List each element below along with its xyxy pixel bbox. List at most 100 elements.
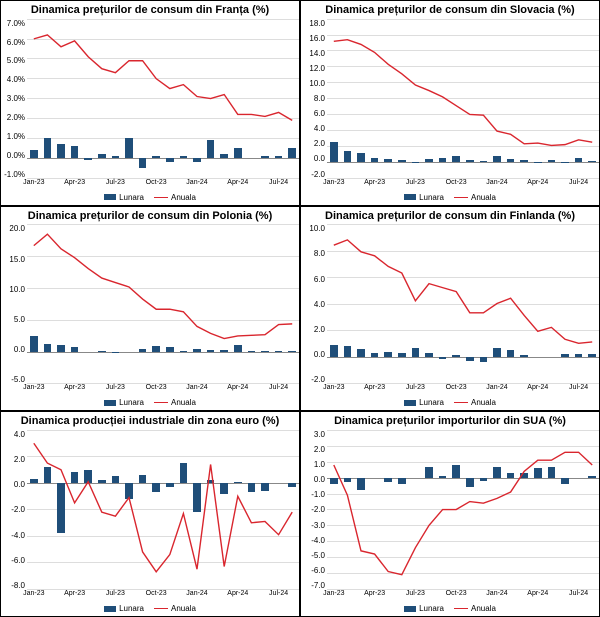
x-axis-wrap: Jan-23Apr-23Jul-23Oct-23Jan-24Apr-24Jul-… bbox=[327, 179, 599, 191]
y-tick-label: 1.0 bbox=[303, 460, 325, 469]
x-tick-label: Jan-24 bbox=[486, 179, 507, 186]
legend-swatch-line bbox=[454, 608, 468, 609]
y-axis: 10.08.06.04.02.00.0-2.0 bbox=[301, 224, 327, 384]
x-tick-label: Oct-23 bbox=[446, 384, 467, 391]
x-tick-label: Jul-24 bbox=[269, 384, 288, 391]
y-tick-label: 6.0 bbox=[303, 109, 325, 118]
x-tick-label: Jul-23 bbox=[406, 590, 425, 597]
x-tick-label: Jul-23 bbox=[106, 179, 125, 186]
y-axis: 20.015.010.05.00.0-5.0 bbox=[1, 224, 27, 384]
legend-label-line: Anuala bbox=[471, 398, 496, 407]
y-tick-label: 0.0 bbox=[3, 345, 25, 354]
y-axis: 4.02.00.0-2.0-4.0-6.0-8.0 bbox=[1, 430, 27, 590]
x-tick-label: Jan-23 bbox=[23, 384, 44, 391]
legend-swatch-bar bbox=[104, 194, 116, 200]
y-axis: 7.0%6.0%5.0%4.0%3.0%2.0%1.0%0.0%-1.0% bbox=[1, 19, 27, 179]
x-tick-label: Oct-23 bbox=[446, 179, 467, 186]
x-tick-label: Jul-23 bbox=[106, 590, 125, 597]
charts-grid: Dinamica prețurilor de consum din Franța… bbox=[0, 0, 600, 617]
chart-panel-france: Dinamica prețurilor de consum din Franța… bbox=[0, 0, 300, 206]
y-tick-label: 14.0 bbox=[303, 49, 325, 58]
legend-item-bar: Lunara bbox=[104, 604, 144, 613]
x-tick-label: Jan-23 bbox=[323, 179, 344, 186]
x-tick-label: Apr-24 bbox=[527, 384, 548, 391]
x-axis-wrap: Jan-23Apr-23Jul-23Oct-23Jan-24Apr-24Jul-… bbox=[27, 590, 299, 602]
x-tick-label: Jul-23 bbox=[406, 384, 425, 391]
y-tick-label: -3.0 bbox=[303, 521, 325, 530]
legend-label-bar: Lunara bbox=[419, 193, 444, 202]
x-tick-label: Oct-23 bbox=[446, 590, 467, 597]
legend-item-bar: Lunara bbox=[404, 398, 444, 407]
y-tick-label: 18.0 bbox=[303, 19, 325, 28]
legend-label-line: Anuala bbox=[471, 604, 496, 613]
chart-panel-poland: Dinamica prețurilor de consum din Poloni… bbox=[0, 206, 300, 412]
chart-title: Dinamica prețurilor de consum din Slovac… bbox=[301, 1, 599, 19]
y-tick-label: 2.0 bbox=[303, 325, 325, 334]
y-tick-label: 3.0% bbox=[3, 94, 25, 103]
legend-item-line: Anuala bbox=[454, 398, 496, 407]
y-tick-label: -2.0 bbox=[303, 170, 325, 179]
y-tick-label: 15.0 bbox=[3, 255, 25, 264]
y-axis: 3.02.01.00.0-1.0-2.0-3.0-4.0-5.0-6.0-7.0 bbox=[301, 430, 327, 590]
y-tick-label: 4.0 bbox=[3, 430, 25, 439]
x-axis-wrap: Jan-23Apr-23Jul-23Oct-23Jan-24Apr-24Jul-… bbox=[27, 179, 299, 191]
x-tick-label: Jul-23 bbox=[106, 384, 125, 391]
x-tick-label: Jan-23 bbox=[23, 179, 44, 186]
x-tick-label: Apr-24 bbox=[227, 179, 248, 186]
y-tick-label: 6.0% bbox=[3, 38, 25, 47]
x-axis-wrap: Jan-23Apr-23Jul-23Oct-23Jan-24Apr-24Jul-… bbox=[327, 384, 599, 396]
y-tick-label: -8.0 bbox=[3, 581, 25, 590]
legend-swatch-bar bbox=[104, 400, 116, 406]
y-tick-label: -6.0 bbox=[3, 556, 25, 565]
x-tick-label: Jan-24 bbox=[486, 384, 507, 391]
y-tick-label: 0.0% bbox=[3, 151, 25, 160]
legend-label-line: Anuala bbox=[171, 193, 196, 202]
plot-wrap: 4.02.00.0-2.0-4.0-6.0-8.0 bbox=[1, 430, 299, 590]
plot-area bbox=[327, 430, 599, 590]
legend-item-bar: Lunara bbox=[404, 193, 444, 202]
chart-title: Dinamica prețurilor de consum din Finlan… bbox=[301, 207, 599, 225]
legend-item-bar: Lunara bbox=[104, 398, 144, 407]
y-tick-label: 12.0 bbox=[303, 64, 325, 73]
x-tick-label: Jul-24 bbox=[269, 590, 288, 597]
plot-wrap: 10.08.06.04.02.00.0-2.0 bbox=[301, 224, 599, 384]
legend: LunaraAnuala bbox=[1, 191, 299, 205]
x-tick-label: Jan-24 bbox=[186, 590, 207, 597]
y-tick-label: 1.0% bbox=[3, 132, 25, 141]
legend: LunaraAnuala bbox=[1, 602, 299, 616]
y-tick-label: -2.0 bbox=[303, 505, 325, 514]
x-tick-label: Apr-24 bbox=[527, 179, 548, 186]
plot-wrap: 20.015.010.05.00.0-5.0 bbox=[1, 224, 299, 384]
y-tick-label: -1.0% bbox=[3, 170, 25, 179]
x-tick-label: Oct-23 bbox=[146, 179, 167, 186]
x-tick-label: Jan-23 bbox=[323, 384, 344, 391]
y-tick-label: 2.0 bbox=[303, 139, 325, 148]
plot-area bbox=[327, 19, 599, 179]
x-tick-label: Jul-24 bbox=[569, 179, 588, 186]
x-axis-wrap: Jan-23Apr-23Jul-23Oct-23Jan-24Apr-24Jul-… bbox=[327, 590, 599, 602]
x-tick-label: Apr-23 bbox=[64, 590, 85, 597]
y-tick-label: 2.0 bbox=[303, 445, 325, 454]
chart-title: Dinamica producției industriale din zona… bbox=[1, 412, 299, 430]
y-tick-label: 16.0 bbox=[303, 34, 325, 43]
chart-title: Dinamica prețurilor de consum din Franța… bbox=[1, 1, 299, 19]
chart-panel-us_imports: Dinamica prețurilor importurilor din SUA… bbox=[300, 411, 600, 617]
legend-item-line: Anuala bbox=[454, 604, 496, 613]
line-series bbox=[27, 19, 299, 178]
y-tick-label: -4.0 bbox=[3, 531, 25, 540]
plot-area bbox=[27, 19, 299, 179]
legend-swatch-line bbox=[154, 608, 168, 609]
legend-swatch-bar bbox=[404, 400, 416, 406]
legend-swatch-line bbox=[154, 402, 168, 403]
x-tick-label: Oct-23 bbox=[146, 384, 167, 391]
y-tick-label: 10.0 bbox=[303, 224, 325, 233]
line-series bbox=[327, 430, 599, 589]
plot-wrap: 18.016.014.012.010.08.06.04.02.00.0-2.0 bbox=[301, 19, 599, 179]
x-tick-label: Apr-24 bbox=[227, 384, 248, 391]
legend-label-bar: Lunara bbox=[119, 604, 144, 613]
x-tick-label: Oct-23 bbox=[146, 590, 167, 597]
plot-area bbox=[27, 224, 299, 384]
x-tick-label: Apr-24 bbox=[527, 590, 548, 597]
line-series bbox=[327, 224, 599, 383]
plot-area bbox=[27, 430, 299, 590]
